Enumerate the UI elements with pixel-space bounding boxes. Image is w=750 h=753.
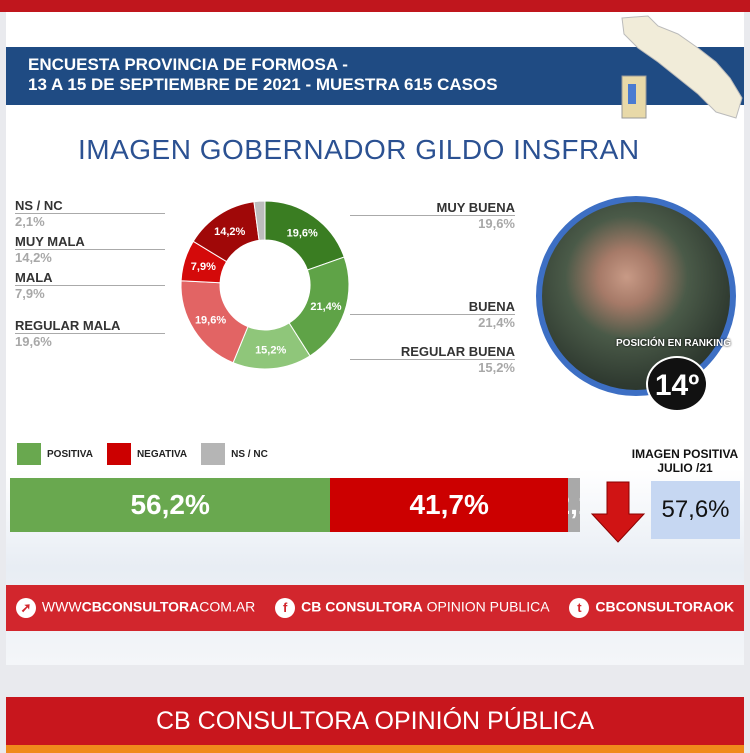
legend-swatch-nsnc xyxy=(201,443,226,465)
slice-label-mala: MALA 7,9% xyxy=(15,270,165,301)
leader-line xyxy=(350,314,515,315)
ranking-badge: 14º xyxy=(646,356,708,412)
down-arrow-icon xyxy=(590,481,646,543)
donut-data-label: 19,6% xyxy=(287,227,318,239)
twitter-icon: t xyxy=(569,598,590,618)
twitter-link[interactable]: t CBCONSULTORAOK xyxy=(569,598,734,618)
twitter-handle: CBCONSULTORAOK xyxy=(595,598,735,615)
facebook-icon: f xyxy=(275,598,296,618)
donut-data-label: 15,2% xyxy=(255,344,286,356)
slice-name: REGULAR BUENA xyxy=(400,344,515,359)
slice-value: 14,2% xyxy=(15,250,52,265)
web-post: COM.AR xyxy=(199,598,256,615)
slice-label-muy-mala: MUY MALA 14,2% xyxy=(15,234,165,265)
governor-photo xyxy=(536,196,736,396)
donut-data-label: 19,6% xyxy=(195,315,226,327)
legend-nsnc: NS / NC xyxy=(231,448,268,460)
previous-value: 57,6% xyxy=(651,481,740,539)
slice-value: 19,6% xyxy=(15,334,52,349)
slice-label-regular-mala: REGULAR MALA 19,6% xyxy=(15,318,165,349)
donut-data-label: 14,2% xyxy=(214,226,245,238)
header-line-1: ENCUESTA PROVINCIA DE FORMOSA - xyxy=(28,55,348,74)
slice-name: BUENA xyxy=(468,299,515,314)
web-bold: CBCONSULTORA xyxy=(81,598,200,615)
fb-post: OPINION PUBLICA xyxy=(422,598,550,615)
bar-segment-positiva: 56,2% xyxy=(10,478,331,532)
bottom-banner: CB CONSULTORA OPINIÓN PÚBLICA xyxy=(6,697,744,745)
cursor-click-icon: ➚ xyxy=(15,598,36,618)
slice-label-regular-buena: REGULAR BUENA 15,2% xyxy=(350,344,515,375)
web-pre: WWW xyxy=(41,598,82,615)
fb-bold: CB CONSULTORA xyxy=(301,598,423,615)
slice-label-buena: BUENA 21,4% xyxy=(350,299,515,330)
legend-positiva: POSITIVA xyxy=(47,448,93,460)
leader-line xyxy=(350,359,515,360)
formosa-map-icon xyxy=(621,15,743,119)
slice-value: 15,2% xyxy=(478,360,515,375)
facebook-link[interactable]: f CB CONSULTORA OPINION PUBLICA xyxy=(275,598,550,618)
slice-value: 19,6% xyxy=(478,216,515,231)
footer-bar: ➚ WWWCBCONSULTORACOM.AR f CB CONSULTORA OP… xyxy=(6,585,744,631)
header-line-2: 13 A 15 DE SEPTIEMBRE DE 2021 - MUESTRA … xyxy=(28,75,498,94)
ranking-label: POSICIÓN EN RANKING xyxy=(616,338,732,349)
bottom-accent-line xyxy=(6,745,744,753)
bar-segment-negativa: 41,7% xyxy=(330,478,569,532)
slice-label-muy-buena: MUY BUENA 19,6% xyxy=(350,200,515,231)
donut-chart: 19,6% 21,4% 15,2% 19,6% 7,9% 14,2% xyxy=(180,200,350,370)
leader-line xyxy=(15,333,165,334)
slice-value: 21,4% xyxy=(478,315,515,330)
previous-label-1: IMAGEN POSITIVA xyxy=(631,447,739,461)
stacked-bar: 56,2%41,7%2,1 xyxy=(10,478,580,532)
slice-name: REGULAR MALA xyxy=(15,318,121,333)
legend: POSITIVA NEGATIVA NS / NC xyxy=(17,443,268,465)
leader-line xyxy=(15,213,165,214)
survey-header: ENCUESTA PROVINCIA DE FORMOSA - 13 A 15 … xyxy=(6,47,744,105)
leader-line xyxy=(15,249,165,250)
legend-negativa: NEGATIVA xyxy=(136,448,188,460)
previous-label: IMAGEN POSITIVA JULIO /21 xyxy=(620,447,750,475)
bar-segment-ns-nc: 2,1 xyxy=(568,478,580,532)
slice-name: MALA xyxy=(15,270,53,285)
slice-label-ns-nc: NS / NC 2,1% xyxy=(15,198,165,229)
slice-name: MUY BUENA xyxy=(436,200,516,215)
top-strip xyxy=(0,0,750,12)
website-link[interactable]: ➚ WWWCBCONSULTORACOM.AR xyxy=(15,598,256,618)
legend-swatch-positiva xyxy=(17,443,41,465)
donut-slice-ns-nc xyxy=(253,200,266,241)
donut-data-label: 21,4% xyxy=(310,301,341,313)
slice-value: 2,1% xyxy=(15,214,45,229)
leader-line xyxy=(350,215,515,216)
previous-label-2: JULIO /21 xyxy=(657,461,713,475)
slice-value: 7,9% xyxy=(15,286,45,301)
donut-data-label: 7,9% xyxy=(191,261,216,273)
slice-name: MUY MALA xyxy=(15,234,85,249)
legend-swatch-negativa xyxy=(106,443,131,465)
slice-name: NS / NC xyxy=(15,198,63,213)
chart-title: IMAGEN GOBERNADOR GILDO INSFRAN xyxy=(78,134,640,165)
leader-line xyxy=(15,285,165,286)
